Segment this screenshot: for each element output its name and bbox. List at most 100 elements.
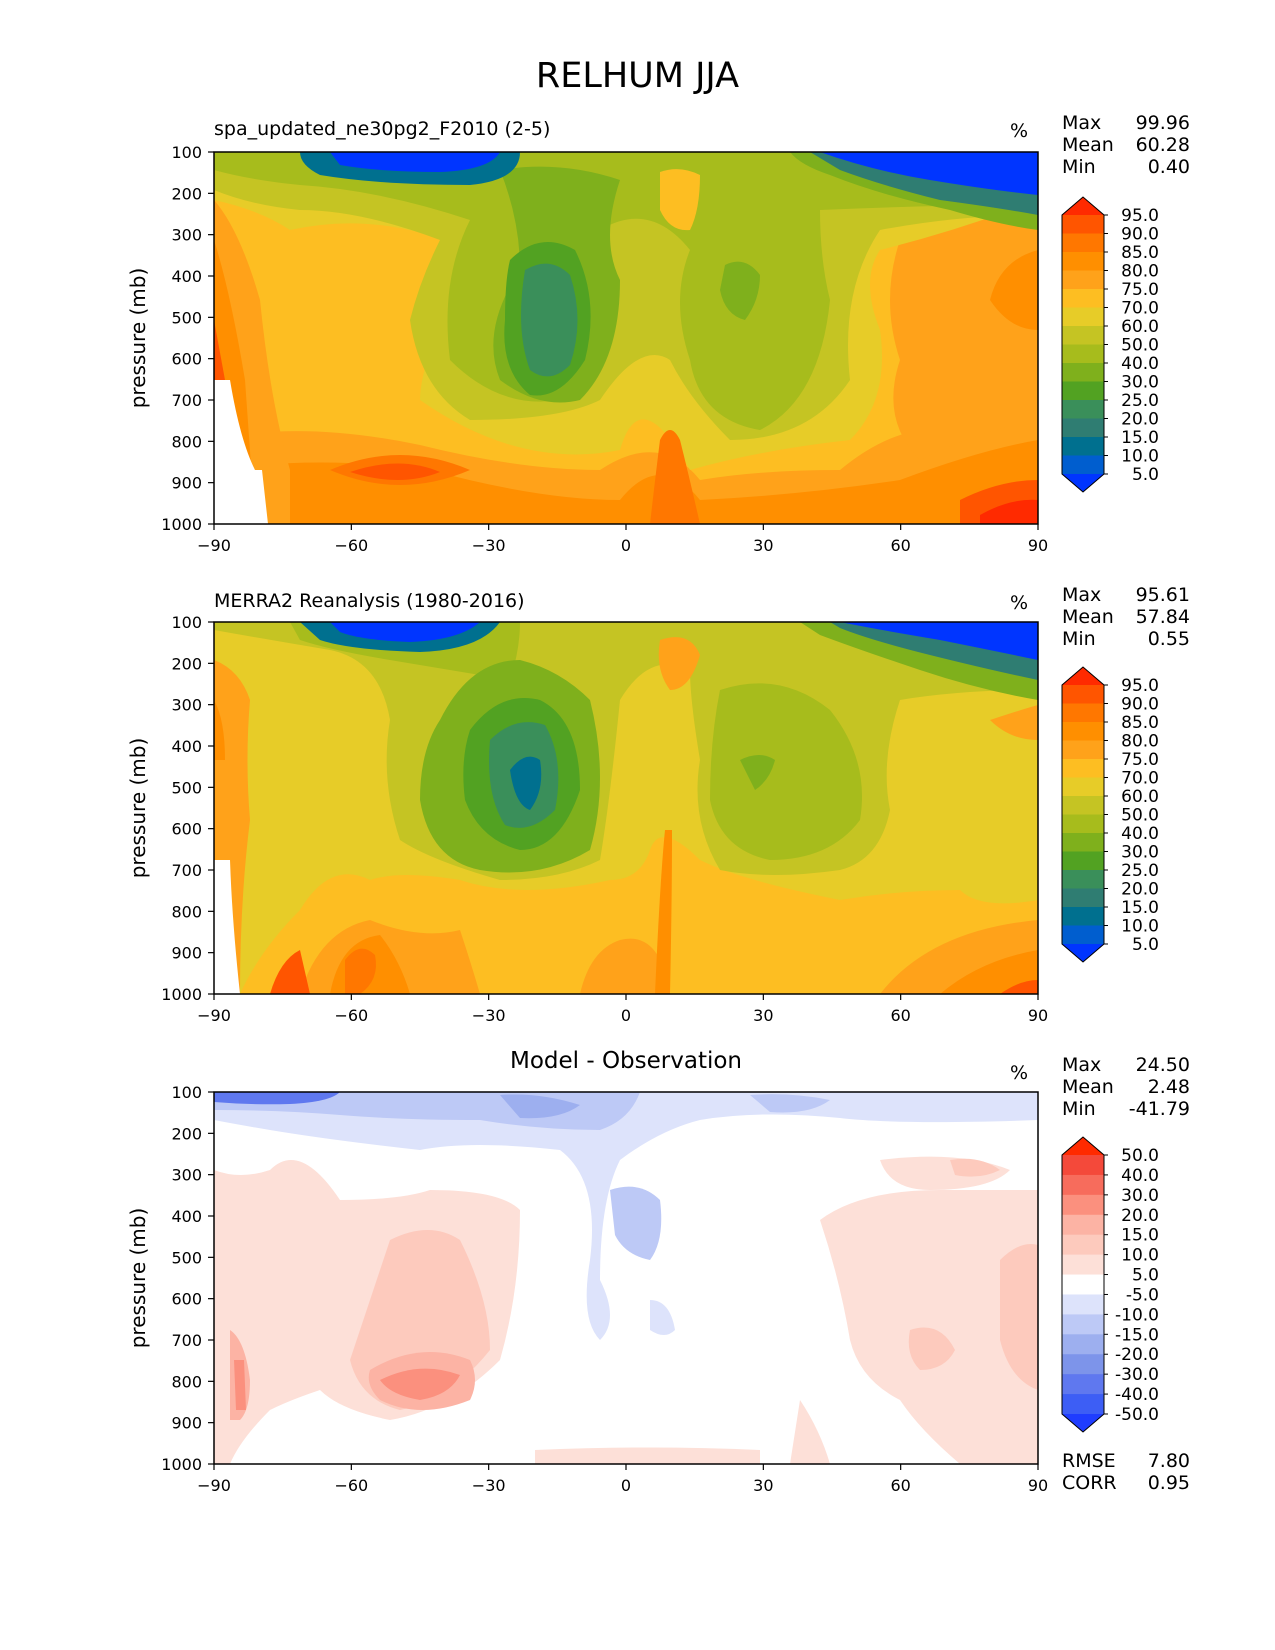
stat-rmse-label: RMSE (1062, 1450, 1116, 1472)
panel-title: spa_updated_ne30pg2_F2010 (2-5) (214, 118, 551, 140)
colorbar-label: -15.0 (1115, 1325, 1159, 1345)
colorbar-label: 40.0 (1121, 354, 1159, 374)
axes-layer: −90 −60 −30 0 30 60 90100200300400500600700800… (126, 143, 1159, 1495)
colorbar-label: 10.0 (1121, 917, 1159, 937)
colorbar-segment (1062, 307, 1104, 327)
y-tick-label: 1000 (161, 985, 202, 1004)
colorbar-label: 80.0 (1121, 262, 1159, 282)
x-tick-label: 60 (890, 1006, 910, 1025)
colorbar-segment (1062, 1254, 1104, 1276)
x-tick-label: −60 (334, 536, 368, 555)
y-tick-label: 600 (171, 350, 202, 369)
figure-title: RELHUM JJA (535, 56, 740, 96)
x-tick-label: −30 (472, 1476, 506, 1495)
stat-max-label: Max (1062, 1054, 1102, 1076)
y-tick-label: 400 (171, 737, 202, 756)
colorbar-extend-bottom (1062, 1414, 1104, 1432)
panel-obs: MERRA2 Reanalysis (1980-2016) % Max 95.6… (0, 584, 1275, 1060)
y-tick-label: 300 (171, 1166, 202, 1185)
colorbar-segment (1062, 703, 1104, 723)
colorbar-label: -10.0 (1115, 1305, 1159, 1325)
colorbar-segment (1062, 888, 1104, 908)
y-tick-label: 800 (171, 902, 202, 921)
colorbar-label: 95.0 (1121, 206, 1159, 226)
stat-min-label: Min (1062, 628, 1096, 650)
stat-min-value: -41.79 (1128, 1098, 1190, 1120)
colorbar-label: -40.0 (1115, 1385, 1159, 1405)
colorbar-segment (1062, 233, 1104, 253)
y-tick-label: 900 (171, 1414, 202, 1433)
units-label: % (1010, 1062, 1029, 1084)
colorbar-segment (1062, 796, 1104, 815)
colorbar-label: 30.0 (1121, 373, 1159, 393)
colorbar-segment (1062, 1234, 1104, 1256)
stat-corr-value: 0.95 (1147, 1472, 1190, 1494)
stat-max-value: 99.96 (1135, 112, 1190, 134)
colorbar-segment (1062, 363, 1104, 382)
y-tick-label: 700 (171, 1331, 202, 1350)
stat-max-value: 95.61 (1135, 584, 1190, 606)
y-tick-label: 500 (171, 1248, 202, 1267)
x-tick-label: 0 (621, 1006, 631, 1025)
colorbar-label: 50.0 (1121, 806, 1159, 826)
colorbar-segment (1062, 740, 1104, 760)
y-tick-label: 900 (171, 474, 202, 493)
colorbar-segment (1062, 1155, 1104, 1176)
y-tick-label: 200 (171, 1124, 202, 1143)
colorbar-label: 15.0 (1121, 898, 1159, 918)
y-tick-label: 100 (171, 143, 202, 162)
colorbar-segment (1062, 270, 1104, 290)
x-tick-label: 0 (621, 536, 631, 555)
stat-mean-value: 2.48 (1147, 1076, 1190, 1098)
colorbar-segment (1062, 1354, 1104, 1375)
y-tick-label: 1000 (161, 1455, 202, 1474)
y-tick-label: 800 (171, 1372, 202, 1391)
colorbar-segment (1062, 907, 1104, 926)
y-tick-label: 200 (171, 654, 202, 673)
y-tick-label: 300 (171, 696, 202, 715)
colorbar-label: 40.0 (1121, 1166, 1159, 1186)
colorbar-label: 10.0 (1121, 447, 1159, 467)
x-tick-label: 60 (890, 536, 910, 555)
colorbar-segment (1062, 418, 1104, 438)
x-tick-label: 0 (621, 1476, 631, 1495)
x-tick-label: −90 (197, 1006, 231, 1025)
colorbar-label: 20.0 (1121, 880, 1159, 900)
contour-field-model (214, 152, 1038, 524)
stat-rmse-value: 7.80 (1147, 1450, 1190, 1472)
colorbar-segment (1062, 870, 1104, 889)
x-tick-label: 90 (1028, 1006, 1048, 1025)
x-tick-label: 60 (890, 1476, 910, 1495)
units-label: % (1010, 120, 1029, 142)
x-tick-label: 30 (753, 1006, 773, 1025)
colorbar-segment (1062, 289, 1104, 308)
colorbar-label: 30.0 (1121, 1186, 1159, 1206)
y-tick-label: 400 (171, 1207, 202, 1226)
y-tick-label: 1000 (161, 515, 202, 534)
colorbar-segment (1062, 344, 1104, 364)
colorbar-label: 60.0 (1121, 787, 1159, 807)
y-tick-label: 700 (171, 861, 202, 880)
colorbar-segment (1062, 1174, 1104, 1196)
colorbar-label: 75.0 (1121, 280, 1159, 300)
colorbar-segment (1062, 400, 1104, 419)
colorbar-label: 25.0 (1121, 861, 1159, 881)
colorbar-segment (1062, 381, 1104, 401)
colorbar-segment (1062, 851, 1104, 871)
stat-mean-value: 60.28 (1135, 134, 1190, 156)
colorbar-segment (1062, 1194, 1104, 1216)
colorbar-label: 40.0 (1121, 824, 1159, 844)
stat-min-label: Min (1062, 1098, 1096, 1120)
x-tick-label: −90 (197, 1476, 231, 1495)
colorbar-label: 75.0 (1121, 750, 1159, 770)
colorbar-label: -50.0 (1115, 1405, 1159, 1425)
x-tick-label: −30 (472, 1006, 506, 1025)
stat-mean-label: Mean (1062, 606, 1114, 628)
y-tick-label: 500 (171, 308, 202, 327)
y-axis-label: pressure (mb) (126, 738, 150, 879)
x-tick-label: 90 (1028, 1476, 1048, 1495)
y-axis-label: pressure (mb) (126, 268, 150, 409)
colorbar-label: -20.0 (1115, 1345, 1159, 1365)
y-tick-label: 600 (171, 820, 202, 839)
colorbar-label: 20.0 (1121, 1206, 1159, 1226)
